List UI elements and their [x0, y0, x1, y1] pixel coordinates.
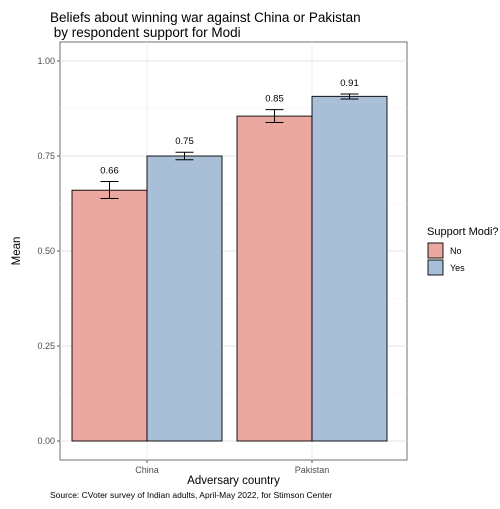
- data-label: 0.66: [100, 165, 119, 176]
- y-axis-ticks: 0.00 0.25 0.50 0.75 1.00: [37, 56, 60, 446]
- legend-label-no: No: [450, 246, 462, 256]
- y-tick-label: 1.00: [37, 56, 55, 66]
- bar-pakistan-yes: [311, 95, 388, 442]
- error-bar: [175, 151, 194, 161]
- bars: [71, 95, 388, 442]
- y-axis-title: Mean: [11, 237, 23, 266]
- legend-key-yes: [427, 259, 444, 276]
- x-axis-title: Adversary country: [187, 475, 280, 487]
- bar-china-no: [71, 189, 148, 442]
- error-bar: [265, 109, 284, 124]
- data-label: 0.91: [340, 78, 359, 89]
- error-bar: [100, 180, 119, 200]
- error-bars: [100, 93, 359, 200]
- y-tick-label: 0.50: [37, 246, 55, 256]
- y-tick-label: 0.00: [37, 436, 55, 446]
- legend-title: Support Modi?: [427, 226, 499, 238]
- legend-key-no: [427, 242, 444, 259]
- bar-pakistan-no: [236, 115, 313, 442]
- data-label: 0.75: [175, 136, 194, 147]
- y-tick-label: 0.75: [37, 151, 55, 161]
- legend: Support Modi? No Yes: [427, 226, 499, 276]
- legend-label-yes: Yes: [450, 263, 465, 273]
- data-labels: 0.66 0.75 0.85 0.91: [100, 78, 359, 176]
- x-tick-label: Pakistan: [295, 465, 330, 475]
- x-axis-ticks: China Pakistan: [135, 460, 329, 475]
- x-tick-label: China: [135, 465, 159, 475]
- source-caption: Source: CVoter survey of Indian adults, …: [50, 490, 332, 500]
- bar-china-yes: [146, 155, 223, 442]
- y-tick-label: 0.25: [37, 341, 55, 351]
- data-label: 0.85: [265, 94, 284, 105]
- chart-title: Beliefs about winning war against China …: [50, 10, 361, 40]
- error-bar: [340, 93, 359, 100]
